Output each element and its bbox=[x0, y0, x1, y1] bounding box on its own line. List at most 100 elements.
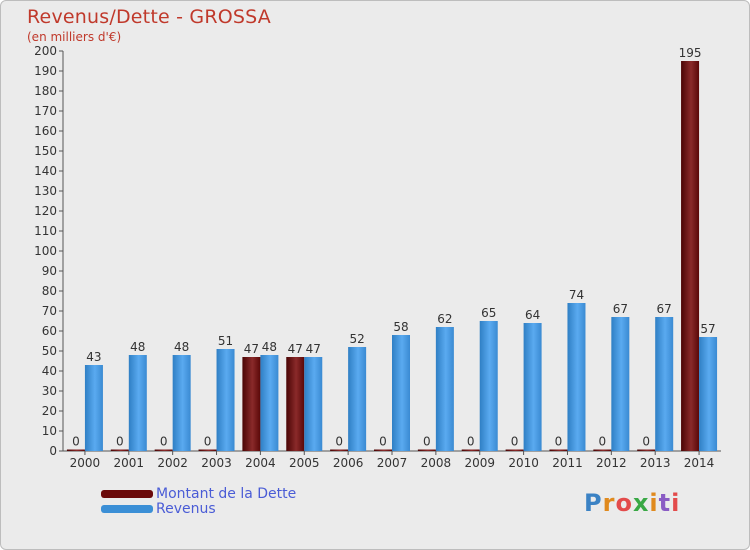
bar-revenue bbox=[655, 317, 674, 451]
y-tick-label: 30 bbox=[42, 384, 57, 398]
x-tick-label: 2014 bbox=[684, 456, 715, 470]
legend-swatch-revenue bbox=[101, 505, 153, 513]
y-tick-label: 140 bbox=[34, 164, 57, 178]
bar-revenue bbox=[172, 355, 191, 451]
legend-label-debt: Montant de la Dette bbox=[156, 486, 297, 502]
data-label-revenue: 62 bbox=[437, 312, 452, 326]
data-label-debt: 0 bbox=[511, 435, 519, 449]
logo-letter: r bbox=[602, 489, 616, 517]
bar-revenue bbox=[304, 357, 323, 451]
data-label-debt: 0 bbox=[72, 435, 80, 449]
bar-debt bbox=[66, 449, 85, 451]
data-label-debt: 47 bbox=[288, 342, 303, 356]
data-label-debt: 0 bbox=[116, 435, 124, 449]
data-label-revenue: 67 bbox=[613, 302, 628, 316]
logo-letter: i bbox=[649, 489, 659, 517]
bar-revenue bbox=[392, 335, 410, 451]
y-tick-label: 160 bbox=[34, 124, 57, 138]
proxiti-logo: Proxiti bbox=[584, 489, 680, 517]
logo-letter: t bbox=[658, 489, 672, 517]
data-label-revenue: 65 bbox=[481, 306, 496, 320]
data-label-revenue: 47 bbox=[306, 342, 321, 356]
bar-revenue bbox=[84, 365, 103, 451]
data-label-debt: 195 bbox=[679, 46, 702, 60]
logo-letter: o bbox=[615, 489, 633, 517]
bar-revenue bbox=[523, 323, 542, 451]
y-tick-label: 50 bbox=[42, 344, 57, 358]
data-label-revenue: 57 bbox=[700, 322, 715, 336]
y-tick-label: 90 bbox=[42, 264, 57, 278]
data-label-debt: 0 bbox=[423, 435, 431, 449]
bar-revenue bbox=[216, 349, 235, 451]
x-tick-label: 2001 bbox=[114, 456, 145, 470]
bar-debt bbox=[417, 449, 436, 451]
bar-revenue bbox=[567, 303, 586, 451]
data-label-debt: 0 bbox=[599, 435, 607, 449]
bar-revenue bbox=[699, 337, 718, 451]
legend-swatch-debt bbox=[101, 490, 153, 498]
logo-letter: P bbox=[584, 489, 603, 517]
x-tick-label: 2011 bbox=[552, 456, 583, 470]
x-tick-label: 2003 bbox=[201, 456, 232, 470]
chart-subtitle: (en milliers d'€) bbox=[27, 30, 122, 44]
x-tick-label: 2010 bbox=[508, 456, 539, 470]
bar-debt bbox=[330, 449, 349, 451]
x-tick-label: 2002 bbox=[157, 456, 188, 470]
chart-title: Revenus/Dette - GROSSA bbox=[27, 6, 271, 28]
y-tick-label: 170 bbox=[34, 104, 57, 118]
data-label-revenue: 58 bbox=[393, 320, 408, 334]
data-label-revenue: 52 bbox=[349, 332, 364, 346]
logo-letter: i bbox=[671, 489, 681, 517]
logo-letter: x bbox=[632, 489, 650, 517]
data-label-debt: 0 bbox=[204, 435, 212, 449]
y-tick-label: 120 bbox=[34, 204, 57, 218]
bar-debt bbox=[461, 449, 480, 451]
data-label-revenue: 48 bbox=[262, 340, 277, 354]
bar-debt bbox=[286, 357, 305, 451]
x-tick-label: 2004 bbox=[245, 456, 276, 470]
x-tick-label: 2012 bbox=[596, 456, 627, 470]
bar-debt bbox=[505, 449, 524, 451]
legend-label-revenue: Revenus bbox=[156, 501, 216, 517]
bar-revenue bbox=[260, 355, 279, 451]
bar-debt bbox=[110, 449, 129, 451]
data-label-debt: 0 bbox=[379, 435, 387, 449]
x-tick-label: 2007 bbox=[377, 456, 408, 470]
y-tick-label: 150 bbox=[34, 144, 57, 158]
y-tick-label: 80 bbox=[42, 284, 57, 298]
y-tick-label: 40 bbox=[42, 364, 57, 378]
y-tick-label: 20 bbox=[42, 404, 57, 418]
data-label-revenue: 48 bbox=[174, 340, 189, 354]
bar-debt bbox=[681, 61, 700, 451]
data-label-revenue: 74 bbox=[569, 288, 584, 302]
y-tick-label: 190 bbox=[34, 64, 57, 78]
data-label-revenue: 64 bbox=[525, 308, 540, 322]
data-label-revenue: 48 bbox=[130, 340, 145, 354]
y-tick-label: 70 bbox=[42, 304, 57, 318]
bar-revenue bbox=[348, 347, 367, 451]
bar-revenue bbox=[128, 355, 147, 451]
y-tick-label: 180 bbox=[34, 84, 57, 98]
data-label-revenue: 43 bbox=[86, 350, 101, 364]
bar-debt bbox=[549, 449, 568, 451]
y-tick-label: 200 bbox=[34, 44, 57, 58]
bar-debt bbox=[637, 449, 656, 451]
y-tick-label: 10 bbox=[42, 424, 57, 438]
bar-debt bbox=[242, 357, 261, 451]
x-tick-label: 2013 bbox=[640, 456, 671, 470]
data-label-debt: 0 bbox=[467, 435, 475, 449]
bar-revenue bbox=[479, 321, 498, 451]
x-tick-label: 2006 bbox=[333, 456, 364, 470]
data-label-debt: 47 bbox=[244, 342, 259, 356]
x-tick-label: 2005 bbox=[289, 456, 320, 470]
bar-revenue bbox=[611, 317, 630, 451]
x-tick-label: 2009 bbox=[464, 456, 495, 470]
y-tick-label: 0 bbox=[49, 444, 57, 458]
y-tick-label: 130 bbox=[34, 184, 57, 198]
bar-debt bbox=[154, 449, 173, 451]
data-label-debt: 0 bbox=[160, 435, 168, 449]
bar-debt bbox=[198, 449, 217, 451]
bar-revenue bbox=[435, 327, 454, 451]
y-tick-label: 60 bbox=[42, 324, 57, 338]
